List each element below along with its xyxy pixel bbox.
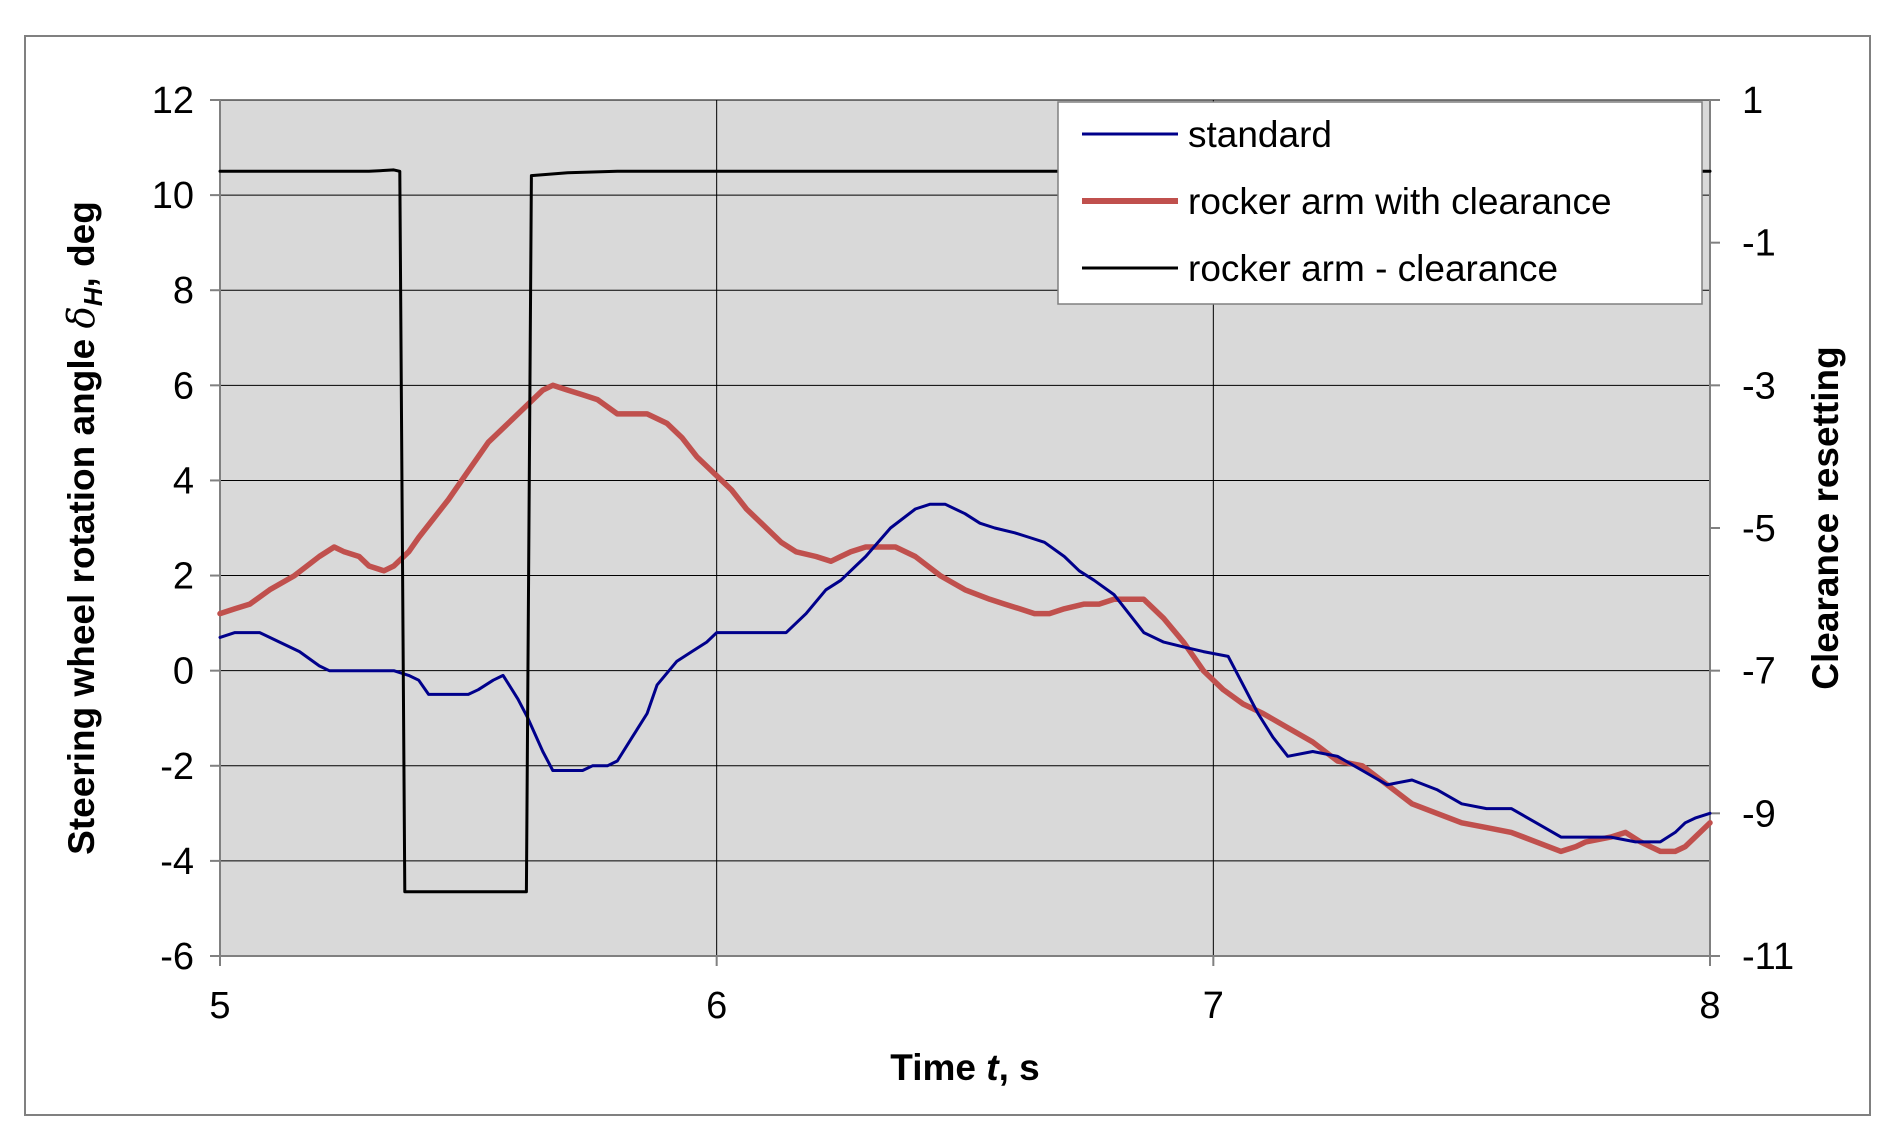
y-tick-label: -2 (160, 746, 194, 788)
y-tick-label: 8 (173, 270, 194, 312)
y-tick-label: 2 (173, 556, 194, 598)
y-tick-label: 6 (173, 365, 194, 407)
y-axis-title-symbol: δ (60, 306, 103, 328)
legend-label-rocker-arm-clearance: rocker arm - clearance (1188, 248, 1558, 289)
y2-tick-label: -1 (1742, 223, 1776, 265)
x-axis-title: Time t, s (890, 1047, 1039, 1088)
x-tick-label: 5 (209, 985, 230, 1027)
y-tick-label: 12 (152, 80, 194, 122)
y2-tick-label: -5 (1742, 508, 1776, 550)
x-tick-label: 6 (706, 985, 727, 1027)
y-tick-label: 10 (152, 175, 194, 217)
series-line-standard (218, 502, 1712, 844)
y-axis-title-sub: H (78, 286, 108, 306)
x-axis-title-pre: Time (890, 1047, 986, 1088)
x-axis-title-post: , s (999, 1047, 1040, 1088)
y-tick-label: 0 (173, 651, 194, 693)
y-tick-label: 4 (173, 460, 194, 502)
y2-tick-label: 1 (1742, 80, 1763, 122)
y-tick-label: -4 (160, 841, 194, 883)
x-tick-label: 8 (1699, 985, 1720, 1027)
y2-tick-label: -11 (1742, 936, 1794, 978)
x-tick-label: 7 (1203, 985, 1224, 1027)
y-axis-title: Steering wheel rotation angle δH, deg (60, 201, 108, 855)
y2-tick-label: -9 (1742, 793, 1776, 835)
y2-axis-title: Clearance resetting (1805, 346, 1846, 689)
y2-tick-label: -3 (1742, 365, 1776, 407)
legend-label-rocker-arm-with-clearance: rocker arm with clearance (1188, 181, 1612, 222)
legend-label-standard: standard (1188, 114, 1332, 155)
y-axis-title-pre: Steering wheel rotation angle (61, 329, 102, 855)
x-axis-title-var: t (986, 1047, 1000, 1088)
y-axis-title-post: , deg (61, 201, 102, 287)
gridlines (220, 99, 1710, 957)
y2-tick-label: -7 (1742, 651, 1776, 693)
series-line-rocker-arm-with-clearance (217, 382, 1713, 855)
legend: standard rocker arm with clearance rocke… (1057, 101, 1703, 305)
y-tick-label: -6 (160, 936, 194, 978)
